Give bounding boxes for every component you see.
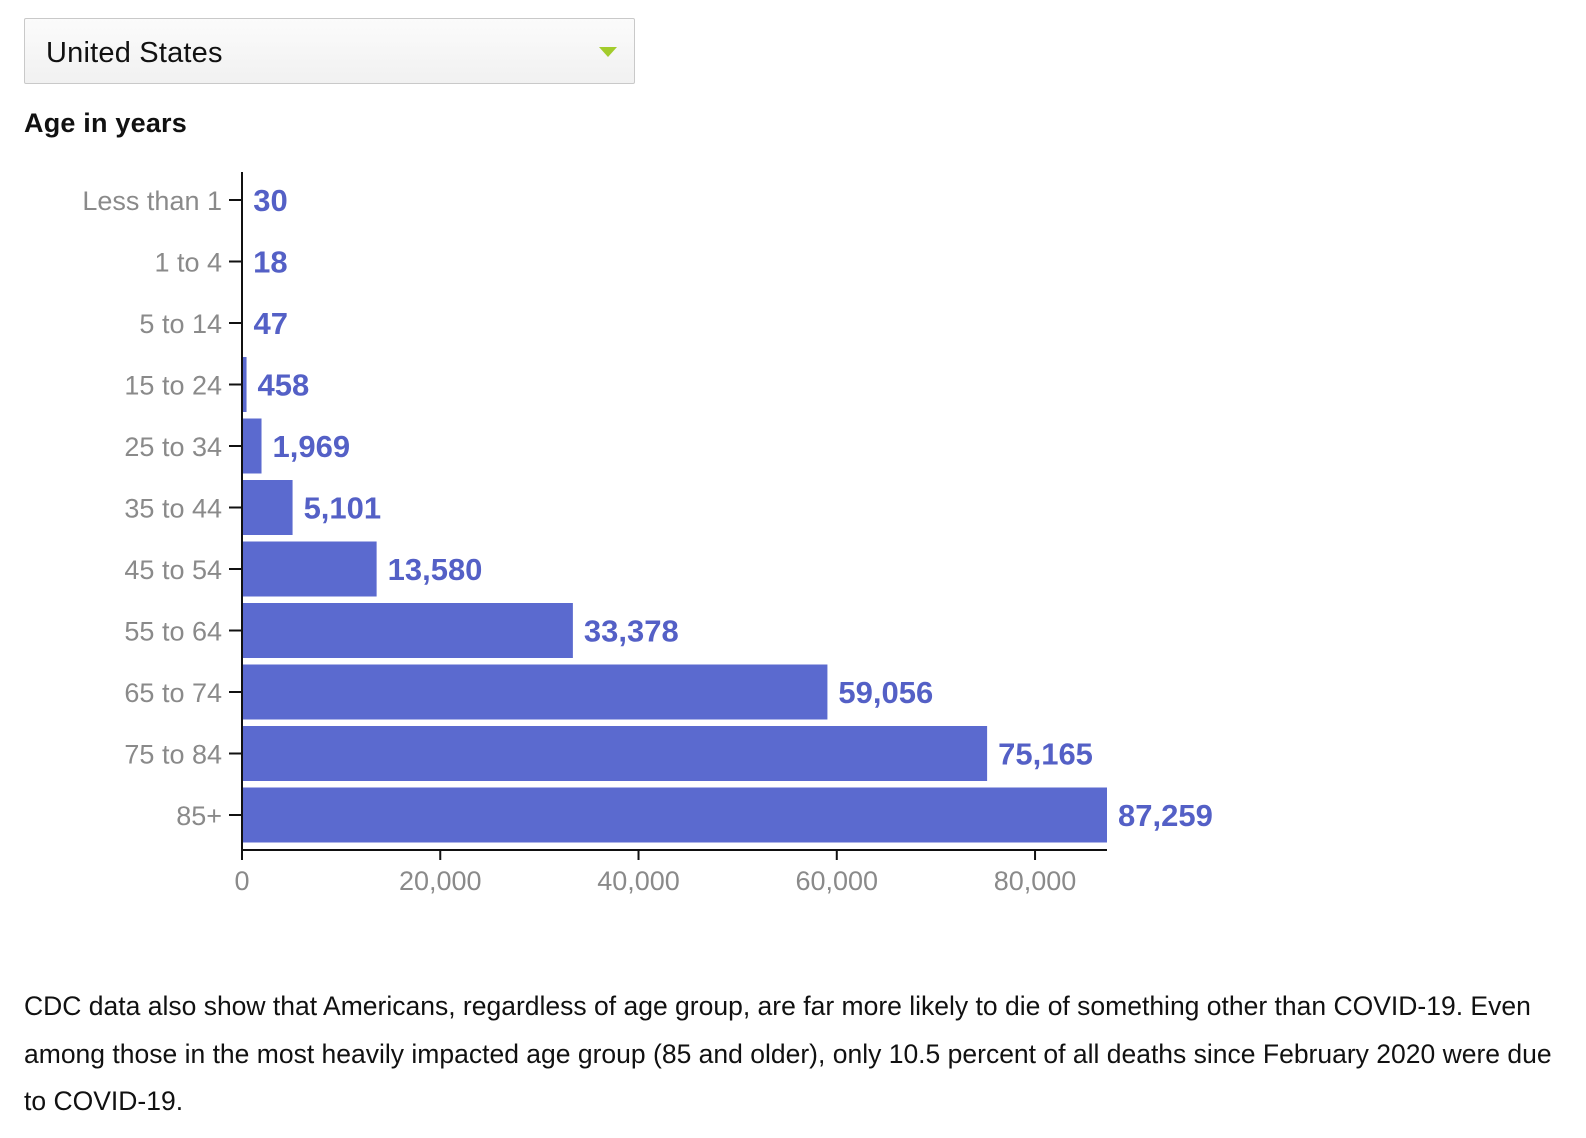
data-label: 75,165 [998,737,1093,772]
y-tick-label: Less than 1 [82,186,222,216]
age-bar-chart: Less than 1 30 1 to 4 18 5 to 14 47 15 to 24 45… [82,172,1213,896]
y-tick-label: 85+ [176,801,222,831]
data-label: 458 [258,368,310,403]
bar [242,541,377,597]
data-label: 59,056 [838,675,933,710]
y-tick-label: 65 to 74 [124,678,222,708]
x-tick-label: 60,000 [795,866,878,896]
body-paragraph: CDC data also show that Americans, regar… [24,991,1552,1116]
data-label: 87,259 [1118,798,1213,833]
data-label: 47 [253,306,287,341]
y-tick-label: 55 to 64 [124,617,222,647]
y-tick-label: 75 to 84 [124,740,222,770]
x-tick-label: 0 [234,866,249,896]
bar [242,664,828,720]
chart-title: Age in years [24,108,187,138]
data-label: 13,580 [388,552,483,587]
data-label: 1,969 [273,429,351,464]
data-label: 5,101 [304,491,382,526]
country-dropdown-value: United States [46,37,223,69]
y-tick-label: 45 to 54 [124,555,222,585]
y-tick-label: 5 to 14 [139,309,222,339]
data-label: 18 [253,245,287,280]
bar [242,603,573,658]
y-tick-label: 25 to 34 [124,432,222,462]
bar [242,357,247,412]
x-tick-label: 20,000 [399,866,482,896]
chevron-down-icon [599,47,617,57]
y-tick-label: 35 to 44 [124,494,222,524]
data-label: 30 [253,183,287,218]
bar [242,418,262,474]
y-tick-label: 15 to 24 [124,371,222,401]
x-tick-label: 80,000 [994,866,1077,896]
bar [242,787,1107,843]
country-dropdown[interactable]: United States [24,18,635,84]
data-label: 33,378 [584,614,679,649]
bar [242,726,988,781]
x-tick-label: 40,000 [597,866,680,896]
bar [242,480,293,535]
y-tick-label: 1 to 4 [154,248,222,278]
